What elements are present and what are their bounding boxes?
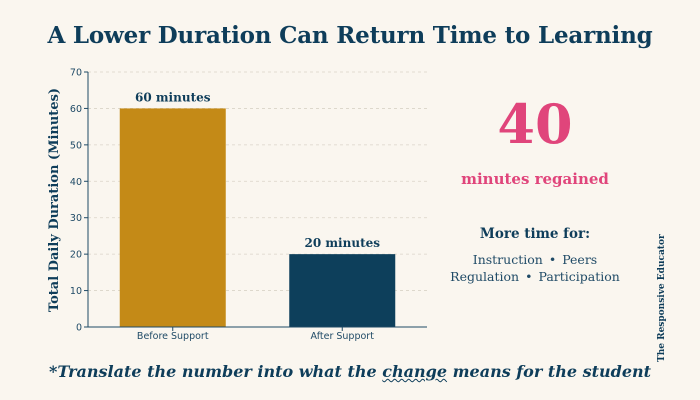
y-tick-label: 70 bbox=[70, 68, 82, 79]
x-tick-label: Before Support bbox=[137, 331, 209, 342]
y-tick-label: 40 bbox=[70, 177, 82, 188]
x-tick-label: After Support bbox=[311, 331, 375, 342]
y-tick-label: 20 bbox=[70, 250, 82, 261]
y-tick-label: 30 bbox=[70, 213, 82, 224]
use-peers: Peers bbox=[562, 252, 598, 267]
y-axis-label: Total Daily Duration (Minutes) bbox=[47, 88, 62, 312]
more-time-line-1: Instruction • Peers bbox=[435, 252, 635, 267]
footnote: *Translate the number into what the chan… bbox=[0, 362, 700, 381]
y-axis-ticks: 0 10 20 30 40 50 60 70 bbox=[70, 68, 88, 334]
bullet: • bbox=[548, 252, 557, 267]
more-time-heading: More time for: bbox=[479, 226, 591, 242]
y-tick-label: 50 bbox=[70, 140, 82, 151]
bar-data-label: 60 minutes bbox=[135, 90, 211, 104]
footnote-prefix: *Translate the number into what the bbox=[48, 362, 383, 381]
bar-after-support bbox=[289, 254, 396, 327]
use-instruction: Instruction bbox=[472, 252, 543, 267]
y-tick-label: 0 bbox=[76, 323, 82, 334]
more-time-line-2: Regulation • Participation bbox=[435, 269, 635, 284]
footnote-underlined: change bbox=[382, 362, 448, 381]
y-tick-label: 60 bbox=[70, 104, 82, 115]
x-axis-ticks: Before Support After Support bbox=[137, 327, 374, 342]
bar-before-support bbox=[119, 108, 226, 327]
regained-label: minutes regained bbox=[461, 170, 609, 188]
y-tick-label: 10 bbox=[70, 286, 82, 297]
bars bbox=[119, 108, 396, 327]
regained-number: 40 bbox=[497, 92, 573, 156]
bullet: • bbox=[525, 269, 533, 284]
chart-title: A Lower Duration Can Return Time to Lear… bbox=[47, 22, 653, 49]
use-regulation: Regulation bbox=[450, 269, 520, 284]
bar-data-label: 20 minutes bbox=[304, 236, 380, 250]
side-credit: The Responsive Educator bbox=[657, 234, 667, 362]
use-participation: Participation bbox=[538, 269, 620, 284]
footnote-suffix: means for the student bbox=[447, 362, 652, 381]
bar-data-labels: 60 minutes 20 minutes bbox=[135, 90, 380, 250]
